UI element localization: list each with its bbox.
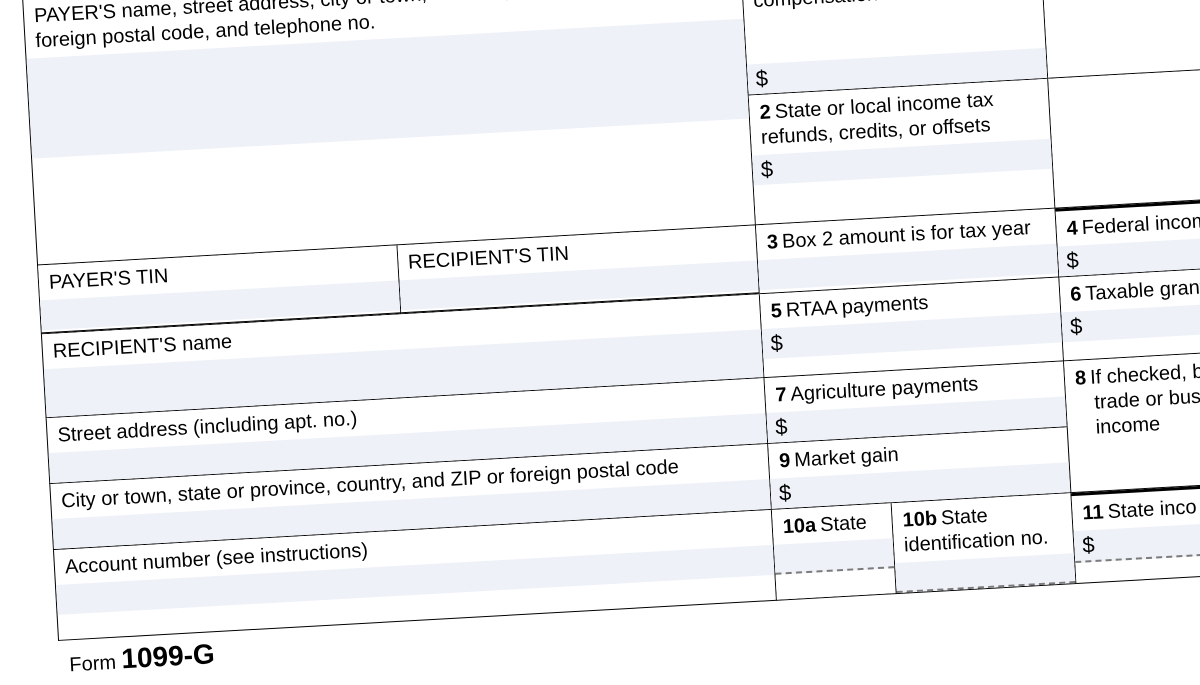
box-10a-input[interactable] (774, 538, 894, 575)
box-11-cell: 11State inco $ (1071, 475, 1200, 584)
form-1099-grid: PAYER'S name, street address, city or to… (22, 0, 1200, 685)
year-cell: 202 Form 1099- (1048, 60, 1200, 208)
box-2-cell: 2State or local income tax refunds, cred… (749, 79, 1056, 226)
box-10a-cell: 10aState (772, 503, 897, 600)
box-8-cell: 8If checked, bo trade or busin income (1064, 343, 1200, 493)
box-10b-cell: 10bState identification no. (892, 493, 1077, 593)
payer-info-cell: PAYER'S name, street address, city or to… (22, 0, 756, 266)
omb-cell: OMB No. 1545 (1041, 0, 1200, 79)
box-10b-input[interactable] (895, 553, 1075, 593)
